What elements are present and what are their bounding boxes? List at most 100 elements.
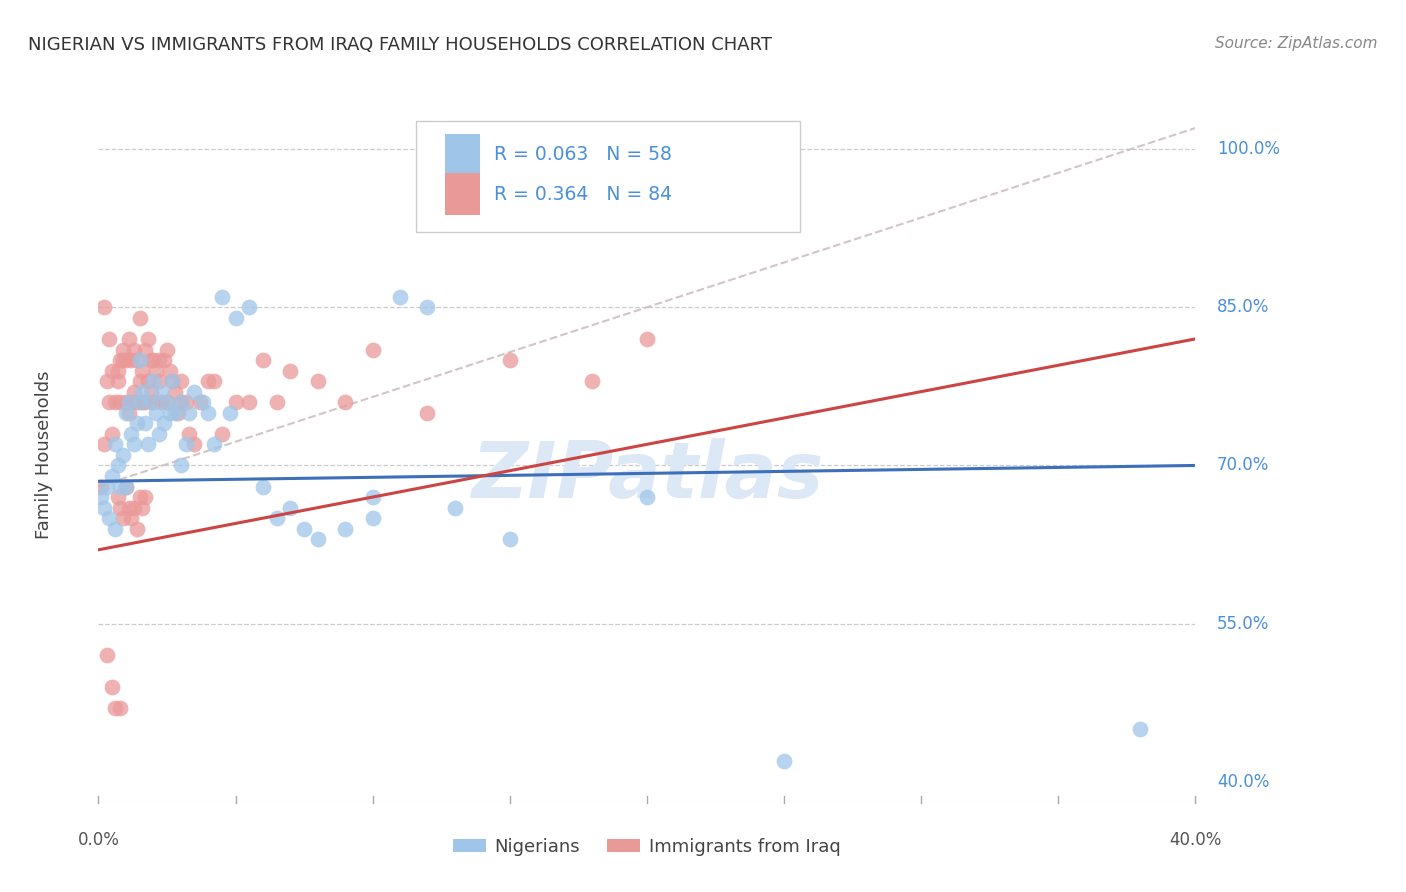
- Point: [307, 374, 329, 388]
- Text: 100.0%: 100.0%: [1218, 140, 1279, 158]
- Point: [104, 395, 127, 409]
- Point: [115, 479, 138, 493]
- Point: [128, 310, 150, 325]
- Point: [142, 374, 165, 388]
- Point: [101, 680, 124, 694]
- Text: 70.0%: 70.0%: [1218, 457, 1270, 475]
- Point: [134, 417, 156, 431]
- Point: [174, 437, 197, 451]
- Point: [139, 395, 162, 409]
- Point: [499, 353, 522, 368]
- Point: [225, 310, 247, 325]
- Point: [153, 353, 176, 368]
- Point: [122, 500, 145, 515]
- Point: [96, 648, 118, 663]
- Point: [183, 384, 205, 399]
- Text: Family Households: Family Households: [35, 371, 52, 539]
- Point: [361, 490, 384, 504]
- Point: [136, 332, 159, 346]
- Point: [292, 522, 315, 536]
- Point: [174, 395, 197, 409]
- Point: [202, 374, 225, 388]
- Point: [112, 511, 135, 525]
- Point: [112, 448, 135, 462]
- Point: [98, 511, 121, 525]
- Point: [280, 500, 302, 515]
- Point: [156, 395, 179, 409]
- Point: [170, 395, 193, 409]
- Point: [117, 395, 139, 409]
- Point: [112, 343, 135, 357]
- Point: [122, 384, 145, 399]
- Point: [115, 353, 138, 368]
- Point: [134, 343, 156, 357]
- FancyBboxPatch shape: [444, 134, 479, 175]
- Point: [98, 332, 121, 346]
- Point: [142, 395, 165, 409]
- Point: [202, 437, 225, 451]
- Point: [416, 406, 439, 420]
- Point: [107, 490, 129, 504]
- Point: [266, 511, 288, 525]
- Point: [125, 522, 148, 536]
- Point: [444, 500, 467, 515]
- Text: 55.0%: 55.0%: [1218, 615, 1270, 632]
- Point: [165, 384, 187, 399]
- Point: [122, 343, 145, 357]
- Point: [170, 374, 193, 388]
- Point: [238, 395, 260, 409]
- Point: [225, 395, 247, 409]
- Point: [117, 332, 139, 346]
- Point: [136, 374, 159, 388]
- Point: [110, 353, 132, 368]
- Point: [197, 374, 219, 388]
- Text: R = 0.063   N = 58: R = 0.063 N = 58: [495, 145, 672, 164]
- Point: [104, 437, 127, 451]
- Point: [280, 363, 302, 377]
- Legend: Nigerians, Immigrants from Iraq: Nigerians, Immigrants from Iraq: [446, 831, 848, 863]
- Point: [238, 301, 260, 315]
- Point: [110, 395, 132, 409]
- Point: [219, 406, 242, 420]
- Point: [104, 701, 127, 715]
- Point: [110, 701, 132, 715]
- Point: [581, 374, 603, 388]
- Point: [117, 406, 139, 420]
- Point: [156, 395, 179, 409]
- Point: [170, 395, 193, 409]
- Point: [93, 500, 115, 515]
- FancyBboxPatch shape: [444, 173, 479, 215]
- Point: [101, 469, 124, 483]
- Point: [165, 406, 187, 420]
- Point: [98, 395, 121, 409]
- Point: [159, 363, 181, 377]
- Text: ZIPatlas: ZIPatlas: [471, 438, 823, 514]
- Point: [773, 754, 796, 768]
- Point: [112, 353, 135, 368]
- Point: [93, 301, 115, 315]
- Point: [96, 374, 118, 388]
- Point: [150, 395, 173, 409]
- Point: [115, 406, 138, 420]
- Point: [150, 384, 173, 399]
- Point: [636, 332, 658, 346]
- Point: [156, 343, 179, 357]
- Point: [416, 301, 439, 315]
- Point: [307, 533, 329, 547]
- Point: [162, 374, 184, 388]
- Text: NIGERIAN VS IMMIGRANTS FROM IRAQ FAMILY HOUSEHOLDS CORRELATION CHART: NIGERIAN VS IMMIGRANTS FROM IRAQ FAMILY …: [28, 36, 772, 54]
- Point: [1129, 722, 1152, 736]
- Text: 0.0%: 0.0%: [77, 830, 120, 848]
- Point: [131, 384, 153, 399]
- Point: [145, 363, 167, 377]
- Point: [110, 479, 132, 493]
- Point: [122, 437, 145, 451]
- Point: [361, 511, 384, 525]
- Point: [115, 395, 138, 409]
- Text: 85.0%: 85.0%: [1218, 298, 1270, 317]
- Point: [117, 500, 139, 515]
- Point: [139, 353, 162, 368]
- Point: [142, 353, 165, 368]
- Point: [131, 363, 153, 377]
- Point: [335, 522, 357, 536]
